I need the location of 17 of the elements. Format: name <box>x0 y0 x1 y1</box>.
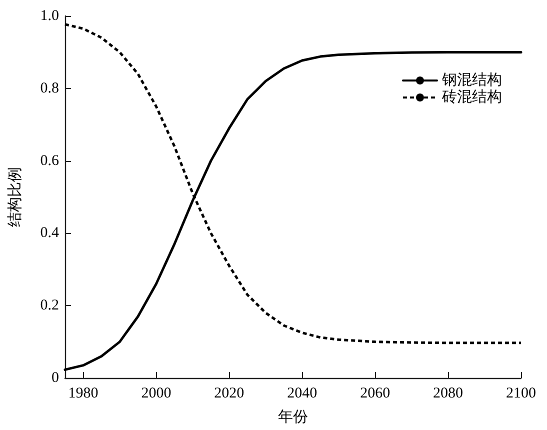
legend-label: 砖混结构 <box>441 88 502 106</box>
x-tick-label: 2100 <box>506 386 536 402</box>
y-tick-label: 0.2 <box>40 298 59 314</box>
y-axis-title: 结构比例 <box>6 167 24 227</box>
y-tick-label: 0 <box>52 370 59 386</box>
x-tick-label: 2000 <box>141 386 172 402</box>
x-tick-label: 2020 <box>214 386 244 402</box>
x-tick-label: 2040 <box>287 386 318 402</box>
y-tick-label: 1.0 <box>40 8 59 24</box>
x-tick-label: 2060 <box>360 386 390 402</box>
y-tick-label: 0.8 <box>40 80 59 96</box>
y-tick-label: 0.4 <box>40 225 60 242</box>
x-tick-label: 1980 <box>68 386 98 402</box>
x-axis-title: 年份 <box>278 408 308 426</box>
x-tick-label: 2080 <box>433 386 464 402</box>
legend-label: 钢混结构 <box>441 72 502 88</box>
y-tick-label: 0.6 <box>40 152 60 169</box>
